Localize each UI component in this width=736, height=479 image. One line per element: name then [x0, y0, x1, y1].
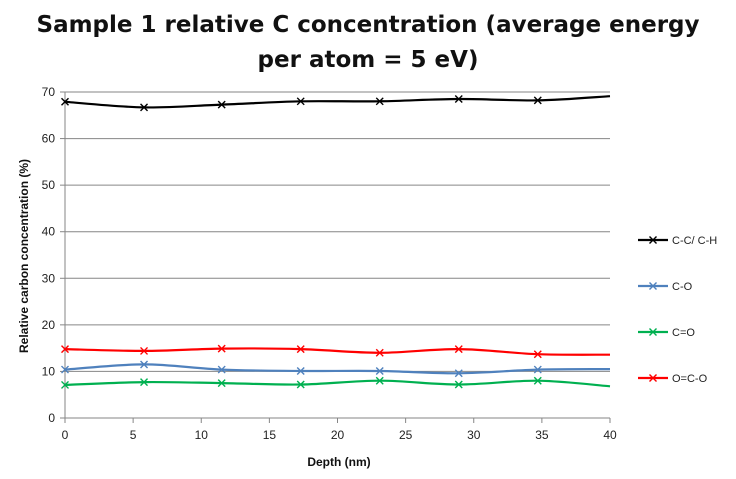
data-point-c-o-6	[533, 365, 542, 374]
data-point-c-c-c-h-5	[454, 94, 463, 103]
y-tick-label-50: 50	[42, 178, 56, 192]
data-point-o-c-o-2	[217, 344, 226, 353]
series-line-o-c-o	[64, 347, 611, 356]
x-tick-label-40: 40	[603, 428, 617, 442]
data-point-c-o-3	[296, 380, 305, 389]
x-axis-label: Depth (nm)	[307, 455, 370, 469]
x-tick-label-20: 20	[331, 428, 345, 442]
x-tick-labels: 0 5 10 15 20 25 30 35 40	[62, 428, 617, 442]
data-point-c-o-1	[140, 378, 149, 387]
legend-marker-c-o	[649, 282, 657, 290]
data-point-o-c-o-1	[140, 346, 149, 355]
y-tick-labels: 0 10 20 30 40 50 60 70	[42, 85, 56, 425]
legend-item-c-o: C=O	[638, 327, 695, 339]
x-tick-label-35: 35	[535, 428, 549, 442]
x-tick-label-10: 10	[195, 428, 209, 442]
data-point-c-c-c-h-6	[533, 96, 542, 105]
data-point-c-o-3	[296, 366, 305, 375]
data-point-o-c-o-0	[61, 345, 69, 354]
x-tick-label-25: 25	[399, 428, 413, 442]
data-point-c-c-c-h-0	[61, 97, 69, 106]
y-tick-label-0: 0	[48, 411, 55, 425]
axes	[60, 91, 611, 423]
chart-title-line-2: per atom = 5 eV)	[257, 47, 479, 73]
x-tick-label-0: 0	[62, 428, 69, 442]
series-c-o	[61, 360, 611, 378]
legend-label-o-c-o: O=C-O	[672, 373, 708, 385]
data-point-c-o-4	[375, 376, 384, 385]
series-c-c-c-h	[61, 94, 611, 112]
y-tick-label-40: 40	[42, 225, 56, 239]
series-o-c-o	[61, 344, 611, 359]
data-point-c-o-5	[454, 369, 463, 378]
legend: C-C/ C-H C-O C=O O=C-O	[638, 235, 717, 385]
x-tick-label-5: 5	[130, 428, 137, 442]
series-line-c-o	[64, 379, 611, 388]
data-point-c-c-c-h-4	[375, 97, 384, 106]
y-tick-label-20: 20	[42, 318, 56, 332]
x-tick-label-15: 15	[263, 428, 277, 442]
y-axis-label: Relative carbon concentration (%)	[17, 159, 31, 353]
legend-label-c-o: C-O	[672, 281, 693, 293]
data-point-c-o-0	[61, 365, 69, 374]
data-point-c-o-5	[454, 380, 463, 389]
series-line-c-c-c-h	[64, 95, 611, 109]
y-tick-label-30: 30	[42, 271, 56, 285]
legend-marker-c-o	[649, 328, 657, 336]
data-point-o-c-o-6	[533, 350, 542, 359]
y-tick-label-60: 60	[42, 132, 56, 146]
data-point-c-o-6	[533, 376, 542, 385]
legend-marker-o-c-o	[649, 374, 657, 382]
x-tick-label-30: 30	[467, 428, 481, 442]
y-tick-label-10: 10	[42, 364, 56, 378]
series-line-c-o	[64, 363, 611, 375]
legend-marker-c-c-c-h	[649, 236, 657, 244]
legend-label-c-c-c-h: C-C/ C-H	[672, 235, 717, 247]
data-point-c-o-4	[375, 366, 384, 375]
data-point-c-c-c-h-1	[140, 103, 149, 112]
series-layer	[61, 94, 611, 389]
chart-title: Sample 1 relative C concentration (avera…	[0, 8, 736, 78]
data-point-c-o-2	[217, 365, 226, 374]
legend-item-o-c-o: O=C-O	[638, 373, 708, 385]
data-point-c-o-0	[61, 380, 69, 389]
gridlines	[65, 91, 610, 372]
legend-item-c-o: C-O	[638, 281, 693, 293]
y-tick-label-70: 70	[42, 85, 56, 99]
data-point-c-c-c-h-2	[217, 100, 226, 109]
data-point-o-c-o-4	[375, 348, 384, 357]
data-point-o-c-o-3	[296, 345, 305, 354]
data-point-o-c-o-5	[454, 345, 463, 354]
chart-title-line-1: Sample 1 relative C concentration (avera…	[36, 12, 700, 38]
data-point-c-c-c-h-3	[296, 97, 305, 106]
data-point-c-o-1	[140, 360, 149, 369]
legend-item-c-c-c-h: C-C/ C-H	[638, 235, 717, 247]
data-point-c-o-2	[217, 379, 226, 388]
legend-label-c-o: C=O	[672, 327, 695, 339]
series-c-o	[61, 376, 611, 389]
